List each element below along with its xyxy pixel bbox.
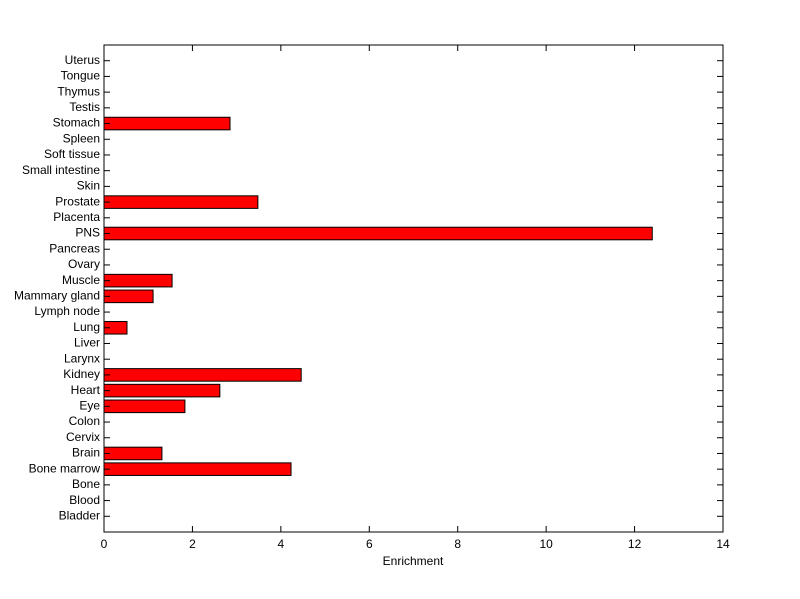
bar: [103, 116, 231, 131]
y-tick-label: Pancreas: [49, 241, 100, 255]
y-tick-label: Spleen: [63, 131, 100, 145]
bar: [103, 462, 292, 476]
y-tick-label: Larynx: [64, 351, 100, 365]
x-tick-label: 14: [716, 537, 730, 551]
y-tick-label: Small intestine: [22, 163, 100, 177]
bar: [103, 368, 302, 382]
y-tick-label: Blood: [69, 493, 100, 507]
y-tick-label: Muscle: [62, 273, 100, 287]
x-axis-label: Enrichment: [383, 554, 444, 568]
y-tick-label: Prostate: [55, 194, 100, 208]
x-tick-label: 12: [628, 537, 642, 551]
x-tick-label: 2: [189, 537, 196, 551]
y-tick-label: Eye: [79, 398, 100, 412]
y-tick-label: Stomach: [53, 116, 100, 130]
y-tick-label: Brain: [72, 446, 100, 460]
y-tick-label: Kidney: [63, 367, 100, 381]
y-tick-label: Cervix: [66, 430, 100, 444]
plot-frame: [103, 44, 724, 533]
x-tick-label: 0: [101, 537, 108, 551]
y-tick-label: Heart: [71, 383, 101, 397]
y-tick-label: Bone: [72, 477, 100, 491]
y-tick-label: Bladder: [59, 508, 100, 522]
bar: [103, 195, 259, 209]
y-tick-label: Testis: [69, 100, 100, 114]
y-tick-label: PNS: [75, 226, 100, 240]
y-tick-label: Bone marrow: [29, 461, 101, 475]
y-tick-label: Skin: [77, 179, 100, 193]
y-tick-label: Thymus: [57, 84, 100, 98]
bar: [103, 399, 186, 414]
x-tick-label: 8: [454, 537, 461, 551]
y-tick-label: Colon: [69, 414, 100, 428]
y-tick-label: Ovary: [68, 257, 100, 271]
y-tick-label: Liver: [74, 336, 100, 350]
y-tick-label: Tongue: [61, 69, 101, 83]
y-tick-label: Lung: [73, 320, 100, 334]
bar: [103, 446, 163, 461]
y-tick-label: Placenta: [53, 210, 100, 224]
x-tick-label: 10: [539, 537, 553, 551]
bar: [103, 273, 173, 288]
x-tick-label: 4: [278, 537, 285, 551]
y-tick-label: Mammary gland: [14, 289, 100, 303]
bar: [103, 383, 221, 398]
bar: [103, 289, 154, 304]
x-tick-label: 6: [366, 537, 373, 551]
y-tick-label: Soft tissue: [44, 147, 100, 161]
y-tick-label: Uterus: [65, 53, 100, 67]
y-tick-label: Lymph node: [34, 304, 100, 318]
bar: [103, 226, 653, 241]
